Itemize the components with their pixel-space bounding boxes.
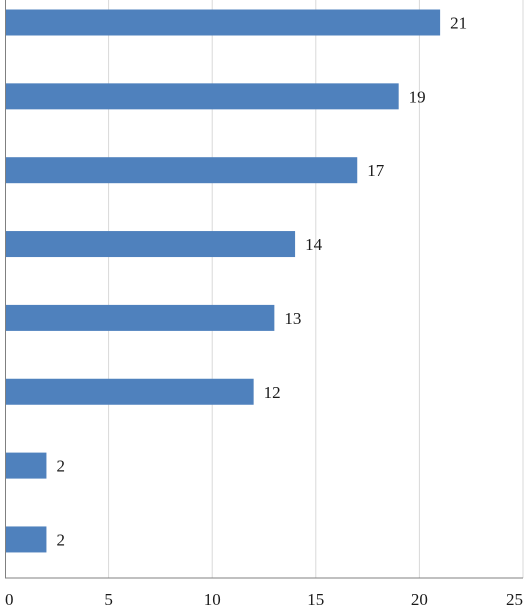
data-label: 12 bbox=[264, 383, 281, 402]
bar bbox=[5, 83, 399, 110]
bar bbox=[5, 231, 296, 258]
bar bbox=[5, 9, 441, 36]
data-labels: 21 19 17 14 13 12 2 2 bbox=[56, 14, 467, 550]
x-tick-label: 20 bbox=[411, 590, 428, 609]
data-label: 13 bbox=[284, 309, 301, 328]
bar bbox=[5, 157, 358, 184]
x-tick-label: 25 bbox=[506, 590, 523, 609]
data-label: 2 bbox=[56, 457, 65, 476]
x-tick-label: 10 bbox=[204, 590, 221, 609]
x-axis-ticks: 0 5 10 15 20 25 bbox=[5, 590, 523, 609]
bars bbox=[5, 9, 441, 553]
bar bbox=[5, 378, 254, 405]
data-label: 17 bbox=[367, 161, 385, 180]
bar bbox=[5, 304, 275, 331]
data-label: 2 bbox=[56, 530, 65, 549]
x-tick-label: 5 bbox=[104, 590, 113, 609]
bar bbox=[5, 526, 47, 553]
data-label: 14 bbox=[305, 235, 323, 254]
x-tick-label: 15 bbox=[307, 590, 324, 609]
data-label: 21 bbox=[450, 14, 467, 33]
data-label: 19 bbox=[409, 87, 426, 106]
bar bbox=[5, 452, 47, 479]
x-tick-label: 0 bbox=[5, 590, 14, 609]
